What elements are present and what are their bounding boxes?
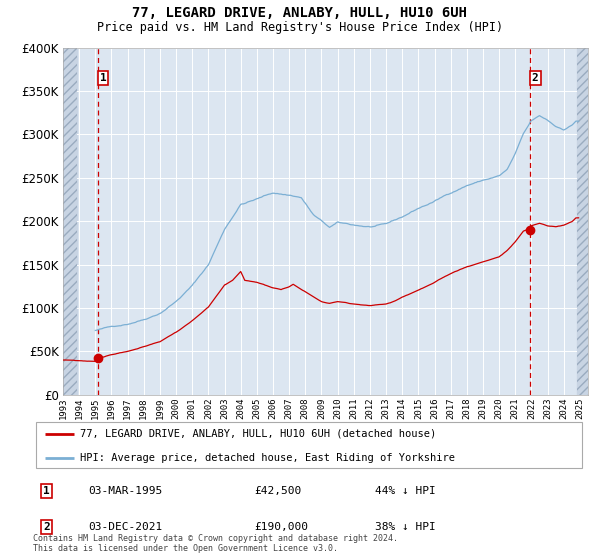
Bar [63, 48, 77, 395]
Text: HPI: Average price, detached house, East Riding of Yorkshire: HPI: Average price, detached house, East… [80, 453, 455, 463]
Bar [63, 48, 77, 395]
Text: 77, LEGARD DRIVE, ANLABY, HULL, HU10 6UH: 77, LEGARD DRIVE, ANLABY, HULL, HU10 6UH [133, 6, 467, 20]
Text: 44% ↓ HPI: 44% ↓ HPI [375, 486, 436, 496]
Text: 2: 2 [532, 73, 539, 83]
FancyBboxPatch shape [36, 422, 582, 468]
Text: 03-MAR-1995: 03-MAR-1995 [88, 486, 163, 496]
Text: Contains HM Land Registry data © Crown copyright and database right 2024.
This d: Contains HM Land Registry data © Crown c… [33, 534, 398, 553]
Text: £42,500: £42,500 [254, 486, 301, 496]
Bar [577, 48, 588, 395]
Text: Price paid vs. HM Land Registry's House Price Index (HPI): Price paid vs. HM Land Registry's House … [97, 21, 503, 34]
Text: 03-DEC-2021: 03-DEC-2021 [88, 522, 163, 532]
Text: 1: 1 [100, 73, 106, 83]
Text: 77, LEGARD DRIVE, ANLABY, HULL, HU10 6UH (detached house): 77, LEGARD DRIVE, ANLABY, HULL, HU10 6UH… [80, 428, 436, 438]
Text: 38% ↓ HPI: 38% ↓ HPI [375, 522, 436, 532]
Bar [577, 48, 588, 395]
Text: 1: 1 [43, 486, 50, 496]
Text: 2: 2 [43, 522, 50, 532]
Text: £190,000: £190,000 [254, 522, 308, 532]
